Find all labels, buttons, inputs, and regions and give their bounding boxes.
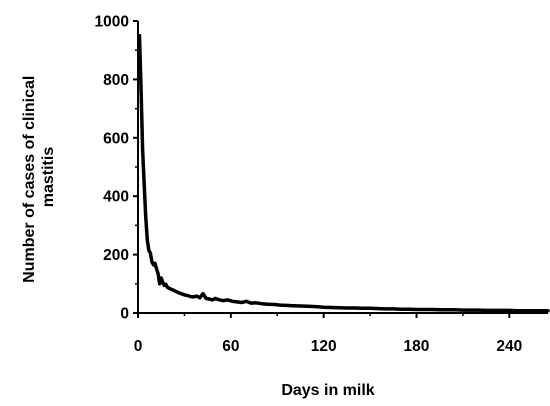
y-tick-label: 200 bbox=[103, 247, 129, 264]
y-tick-label: 0 bbox=[120, 306, 129, 323]
x-axis-title: Days in milk bbox=[281, 382, 374, 399]
y-axis-title-line: Number of cases of clinical bbox=[21, 76, 38, 283]
y-tick-label: 400 bbox=[103, 189, 129, 206]
y-axis-title: Number of cases of clinical mastitis bbox=[21, 71, 57, 283]
y-tick-label: 1000 bbox=[95, 14, 129, 31]
series-layer bbox=[137, 33, 550, 313]
x-axis: 0 60 120 180 240 bbox=[134, 312, 548, 355]
y-axis: 0 200 400 600 800 1000 bbox=[95, 14, 139, 323]
y-tick-label: 600 bbox=[103, 130, 129, 147]
y-axis-title-line: mastitis bbox=[40, 147, 57, 208]
x-tick-label: 0 bbox=[134, 338, 143, 355]
series-line bbox=[137, 33, 550, 313]
y-tick-label: 800 bbox=[103, 72, 129, 89]
x-tick-label: 240 bbox=[496, 338, 522, 355]
x-tick-label: 120 bbox=[311, 338, 337, 355]
x-tick-label: 60 bbox=[222, 338, 239, 355]
x-tick-label: 180 bbox=[404, 338, 430, 355]
